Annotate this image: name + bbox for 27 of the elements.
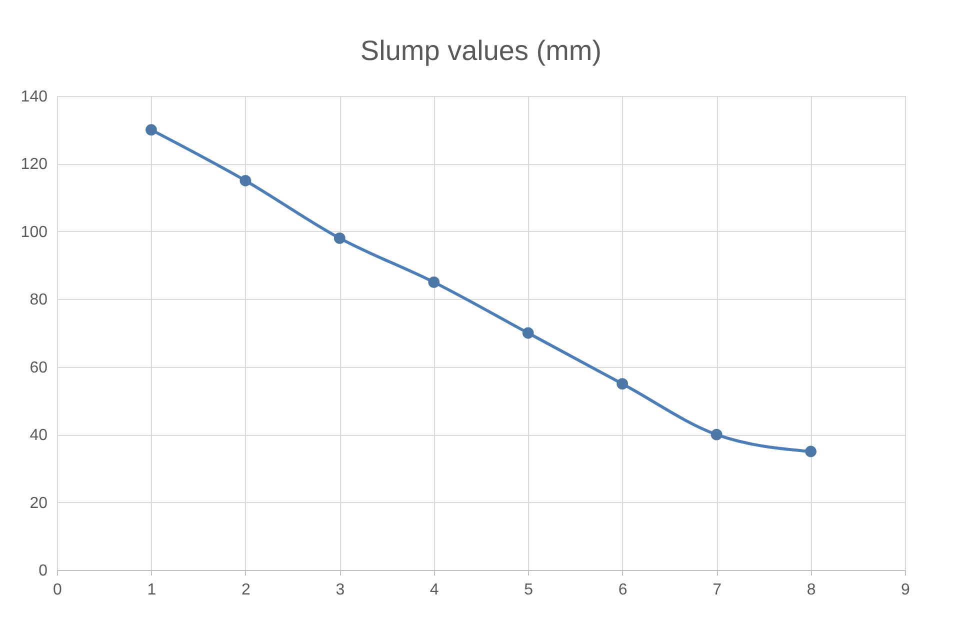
x-tick-label: 5 — [524, 582, 534, 598]
y-tick-label: 140 — [20, 88, 48, 106]
chart-title: Slump values (mm) — [360, 35, 602, 66]
point — [522, 327, 534, 339]
x-tick-label: 9 — [901, 582, 910, 598]
y-tick-label: 20 — [30, 494, 48, 512]
x-tick-label: 7 — [712, 582, 722, 598]
y-tick-label: 40 — [30, 427, 48, 444]
x-tick-label: 3 — [336, 582, 345, 598]
y-tick-label: 100 — [20, 224, 48, 241]
x-tick-label: 8 — [806, 582, 816, 598]
point — [616, 378, 628, 390]
point — [146, 124, 157, 136]
point — [334, 232, 346, 244]
point — [710, 428, 722, 440]
x-tick-label: 1 — [147, 582, 156, 598]
point — [240, 174, 252, 186]
y-tick-label: 80 — [30, 292, 48, 309]
x-tick-label: 0 — [53, 582, 62, 598]
x-tick-label: 4 — [430, 582, 439, 598]
y-tick-label: 120 — [20, 156, 48, 174]
point — [428, 276, 440, 288]
x-tick-label: 6 — [618, 582, 628, 598]
point — [805, 446, 816, 458]
y-tick-label: 60 — [30, 359, 48, 376]
x-tick-label: 2 — [241, 582, 250, 598]
y-tick-label: 0 — [38, 562, 48, 580]
